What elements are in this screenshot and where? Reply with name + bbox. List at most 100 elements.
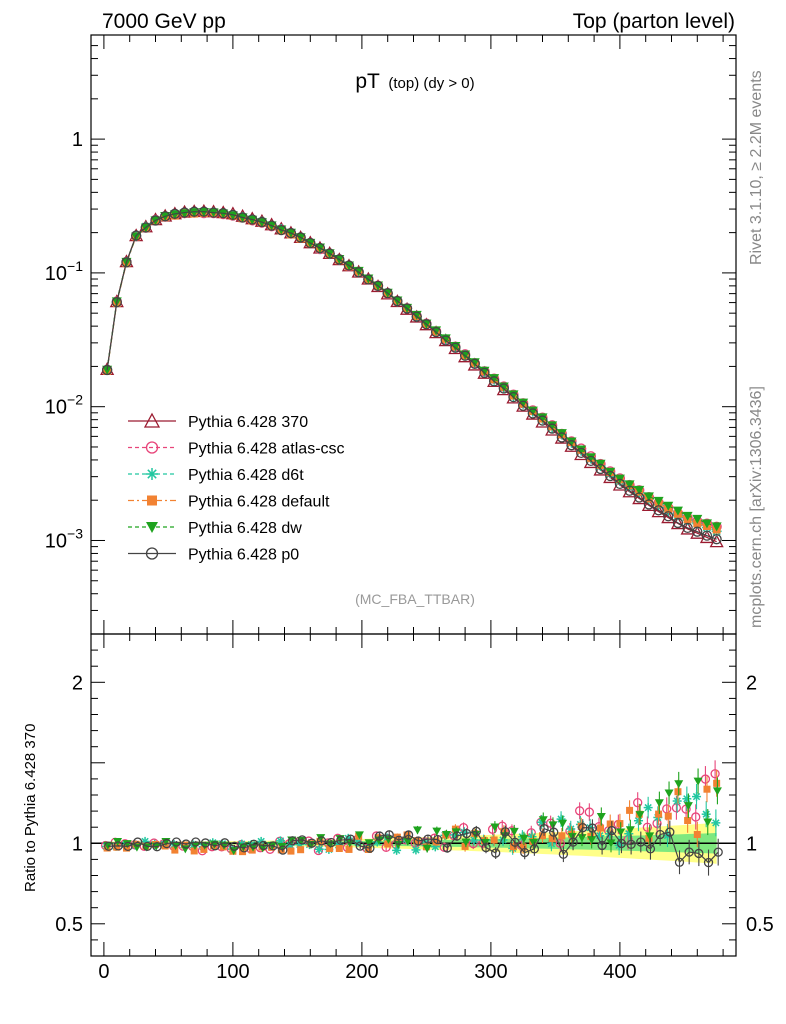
data-point xyxy=(145,547,159,560)
data-point xyxy=(412,826,422,835)
data-point xyxy=(123,841,133,852)
data-point xyxy=(266,220,277,231)
ratio-panel-frame xyxy=(90,633,737,957)
data-point xyxy=(432,827,442,836)
data-point xyxy=(287,836,298,846)
data-point xyxy=(643,492,654,502)
data-point xyxy=(680,521,695,535)
data-point xyxy=(287,847,295,855)
data-point xyxy=(633,798,643,808)
legend-entry: Pythia 6.428 370 xyxy=(128,412,308,431)
data-point xyxy=(227,211,238,221)
data-point xyxy=(459,350,471,361)
ratio-y-tick-label-right: 2 xyxy=(746,672,757,694)
data-point xyxy=(179,207,190,218)
data-point xyxy=(703,818,713,827)
rivet-version-label: Rivet 3.1.10, ≥ 2.2M events xyxy=(748,70,765,265)
data-point xyxy=(537,415,548,426)
data-point xyxy=(161,842,169,850)
data-point xyxy=(256,216,268,228)
ratio-y-tick-label-right: 1 xyxy=(746,833,757,855)
data-point xyxy=(634,485,645,495)
data-point xyxy=(633,816,643,826)
data-point xyxy=(326,844,334,852)
data-point xyxy=(672,796,682,806)
data-point xyxy=(556,432,567,443)
data-point xyxy=(641,498,657,512)
data-point xyxy=(672,506,683,516)
data-point xyxy=(663,511,674,522)
data-point xyxy=(519,843,527,851)
data-point xyxy=(218,208,229,219)
data-point xyxy=(229,841,240,851)
data-point xyxy=(142,841,153,852)
header-left: 7000 GeV pp xyxy=(102,10,226,33)
data-point xyxy=(314,242,326,254)
legend-entry: Pythia 6.428 d6t xyxy=(128,467,304,484)
data-point xyxy=(490,823,500,832)
data-point xyxy=(671,803,682,813)
legend-entry: Pythia 6.428 default xyxy=(128,494,330,511)
data-point xyxy=(145,441,159,454)
legend-entry: Pythia 6.428 atlas-csc xyxy=(128,441,345,458)
data-point xyxy=(626,806,634,814)
data-point xyxy=(643,499,655,510)
data-point xyxy=(654,799,664,808)
data-point xyxy=(122,844,130,852)
data-point xyxy=(104,841,114,851)
data-point xyxy=(363,274,374,285)
data-point xyxy=(430,327,442,338)
data-point xyxy=(111,296,122,308)
data-point xyxy=(179,209,190,219)
data-point xyxy=(326,837,336,848)
data-point xyxy=(710,769,720,779)
data-point xyxy=(101,364,113,376)
data-point xyxy=(191,837,201,847)
mcplots-label: mcplots.cern.ch [arXiv:1306.3436] xyxy=(748,386,765,628)
x-tick-label: 200 xyxy=(345,961,378,983)
data-point xyxy=(692,514,703,524)
data-point xyxy=(614,478,626,490)
data-point xyxy=(527,406,538,416)
data-point xyxy=(276,224,287,236)
data-point xyxy=(411,311,422,322)
y-tick-label: 10−3 xyxy=(45,525,83,552)
data-point xyxy=(665,827,675,837)
ratio-y-axis-label: Ratio to Pythia 6.428 370 xyxy=(22,724,39,892)
data-point xyxy=(364,846,372,854)
series-pythia-6-428-p0 xyxy=(101,206,722,545)
data-point xyxy=(181,839,191,849)
data-point xyxy=(423,834,433,844)
data-point xyxy=(672,517,684,529)
data-point xyxy=(227,209,239,220)
data-point xyxy=(452,831,462,841)
data-point xyxy=(335,845,343,853)
data-point xyxy=(307,838,317,848)
data-point xyxy=(713,779,721,787)
data-point xyxy=(171,846,179,854)
data-point xyxy=(208,207,219,218)
data-point xyxy=(479,367,490,379)
data-point xyxy=(336,835,346,845)
y-tick-label: 10−2 xyxy=(45,392,83,419)
data-point xyxy=(587,823,598,833)
data-point xyxy=(558,849,569,859)
data-point xyxy=(364,839,374,848)
data-point xyxy=(181,841,189,849)
data-point xyxy=(636,837,646,847)
data-point xyxy=(519,834,529,843)
data-point xyxy=(102,365,113,375)
data-point xyxy=(278,845,288,855)
data-point xyxy=(160,211,171,222)
data-point xyxy=(539,823,549,834)
data-point xyxy=(616,838,627,849)
data-point xyxy=(701,530,713,541)
data-point xyxy=(121,257,132,268)
data-point xyxy=(663,501,674,511)
plot-title: pT (top) (dy > 0) xyxy=(355,70,474,93)
data-point xyxy=(239,843,249,853)
data-point xyxy=(277,842,287,851)
plot-title-main: pT xyxy=(355,70,380,93)
data-point xyxy=(345,834,356,844)
data-point xyxy=(210,841,220,851)
